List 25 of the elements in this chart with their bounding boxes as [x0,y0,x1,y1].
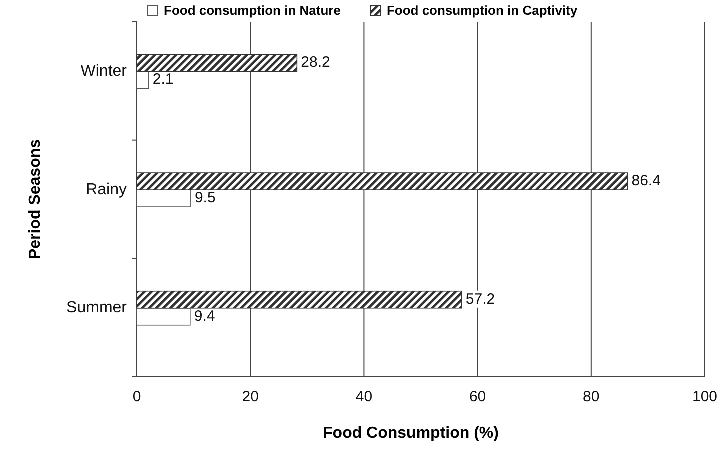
legend-label: Food consumption in Captivity [386,3,578,18]
data-label: 9.5 [194,190,216,206]
bar [136,290,462,309]
x-tick-label: 40 [356,388,373,406]
bar [136,172,628,190]
bar [136,54,298,72]
y-tick-label: Summer [66,300,128,317]
data-label: 57.2 [466,290,496,308]
data-label: 28.2 [301,54,330,72]
bar [136,308,191,326]
x-tick-label: 0 [132,388,142,406]
data-label: 2.1 [152,71,174,88]
legend-label: Food consumption in Nature [164,3,341,18]
x-axis-title: Food Consumption (%) [323,425,499,442]
x-tick-label: 60 [469,388,486,406]
x-tick-label: 80 [583,388,600,406]
y-tick-label: Winter [80,62,128,80]
data-label: 86.4 [632,172,661,190]
x-tick-label: 20 [242,388,259,406]
x-tick-label: 100 [692,388,718,406]
y-axis-title: Period Seasons [27,139,44,260]
bar [136,190,192,208]
y-tick-label: Rainy [86,181,127,198]
bar [136,71,150,90]
data-label: 9.4 [194,308,216,325]
